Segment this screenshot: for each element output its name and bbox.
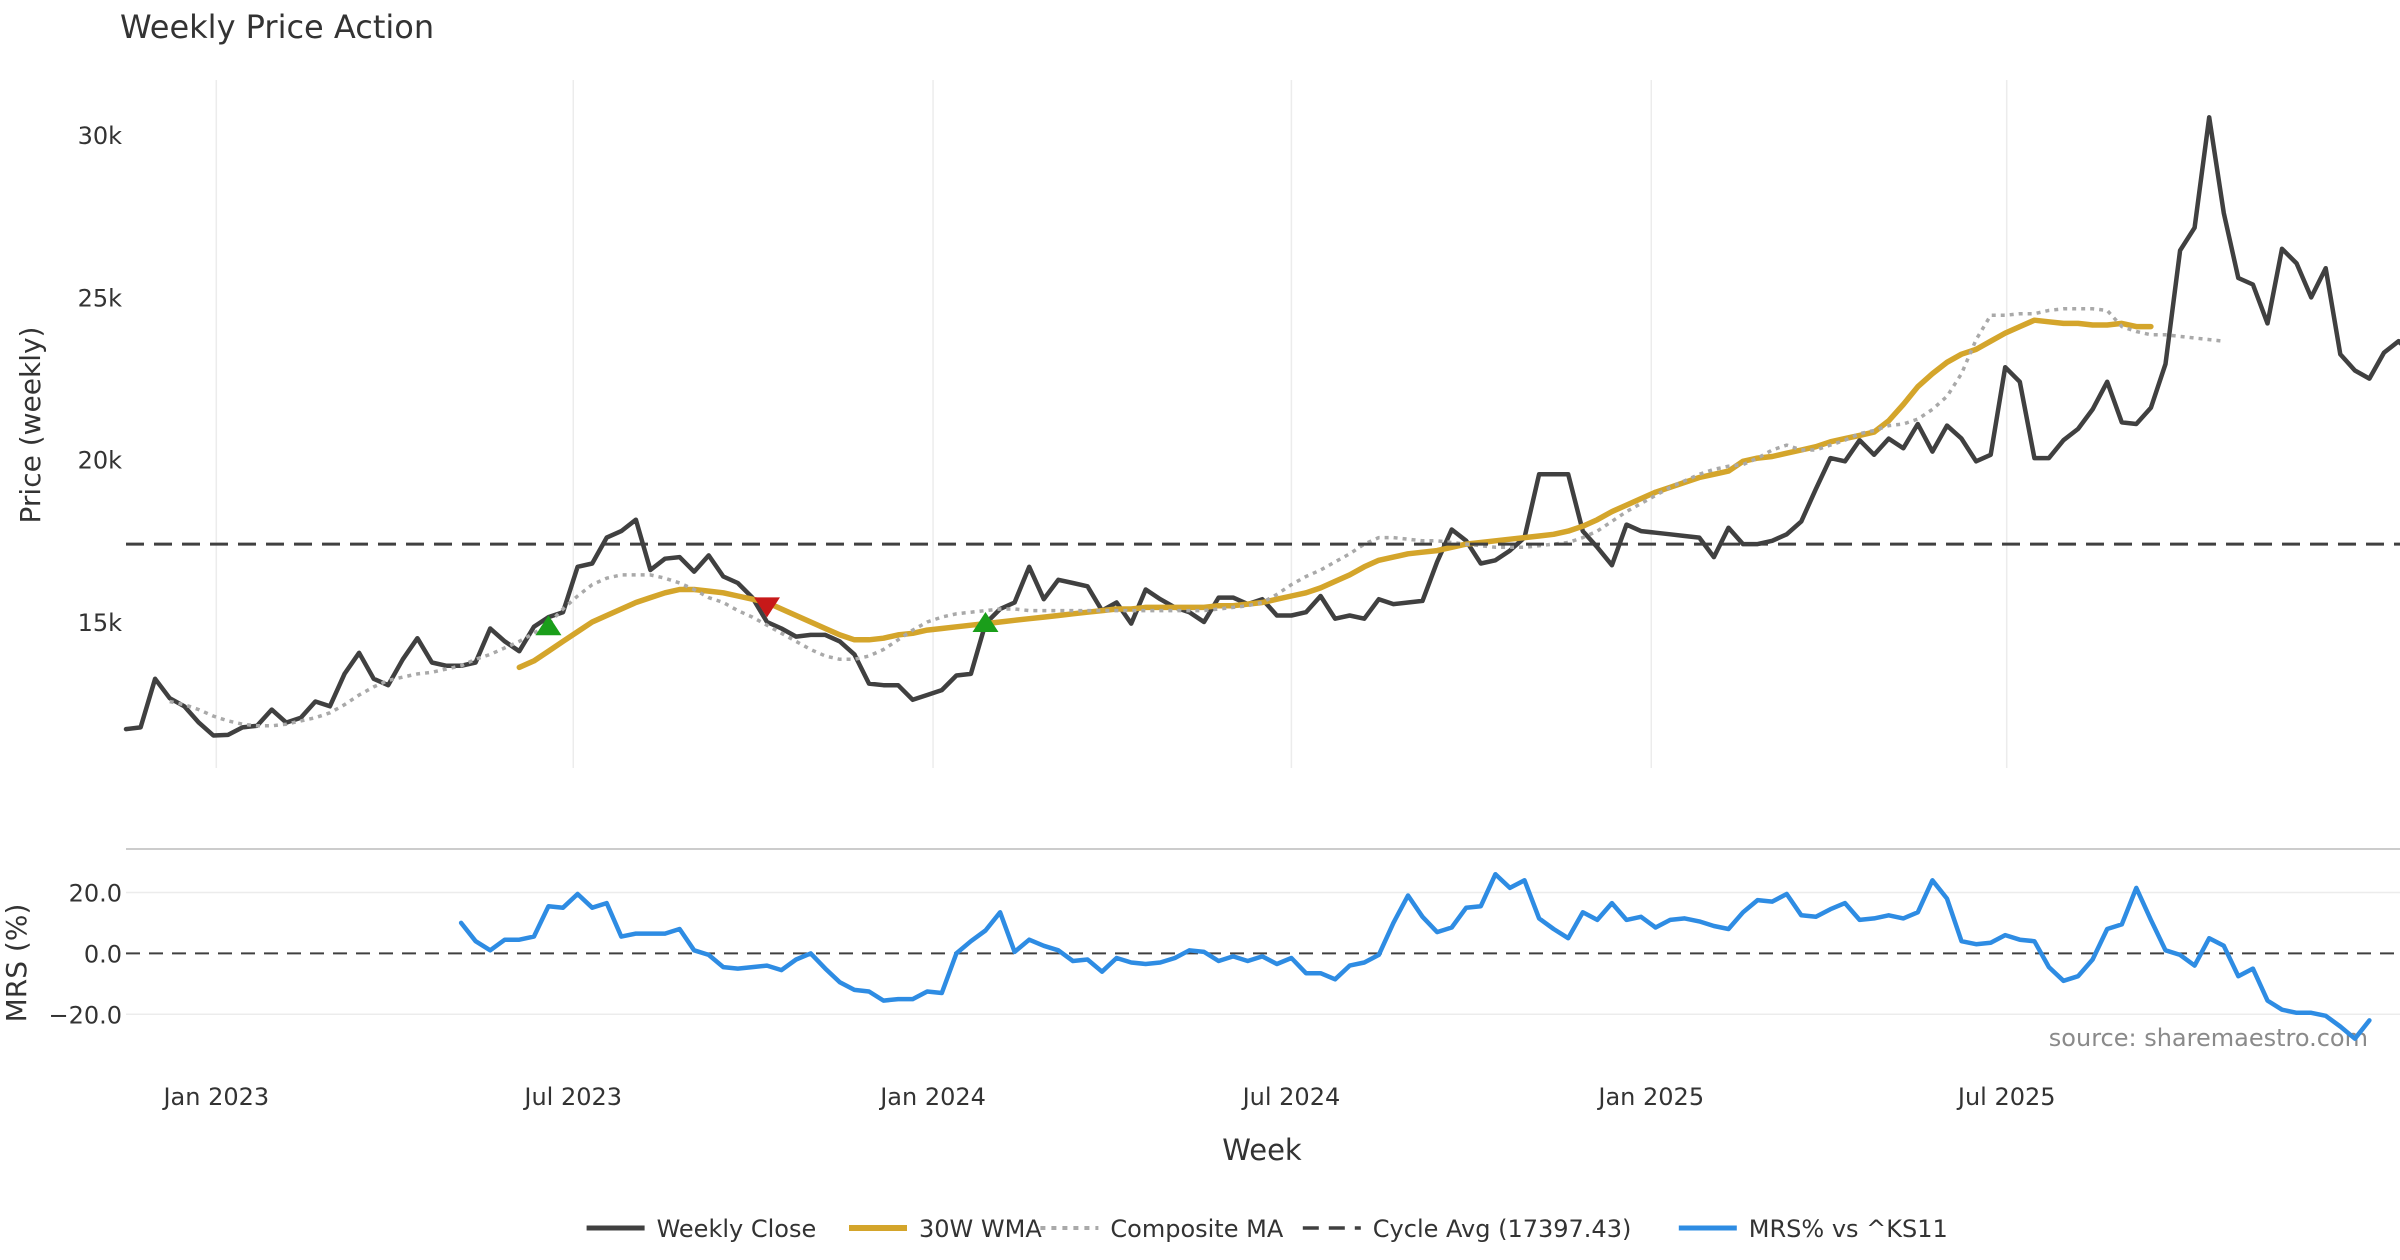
mrs-y-tick-label: −20.0 — [48, 1001, 122, 1029]
price-y-ticks: 15k 20k 25k 30k — [78, 122, 123, 637]
mrs-y-tick-label: 0.0 — [84, 940, 122, 968]
chart-title: Weekly Price Action — [120, 8, 434, 46]
x-axis-label: Week — [1222, 1133, 1302, 1167]
price-y-tick-label: 15k — [78, 609, 123, 637]
price-grid — [215, 80, 2008, 768]
buy-signal-marker — [972, 611, 999, 632]
legend-label: Composite MA — [1110, 1215, 1283, 1243]
x-tick-label: Jan 2025 — [1596, 1083, 1704, 1111]
mrs-grid — [126, 891, 2400, 1016]
price-y-tick-label: 30k — [78, 122, 123, 150]
legend-label: MRS% vs ^KS11 — [1749, 1215, 1948, 1243]
mrs-series — [458, 871, 2372, 1041]
price-series — [123, 115, 2400, 738]
x-tick-label: Jul 2023 — [522, 1083, 622, 1111]
legend: Weekly Close 30W WMA Composite MA Cycle Avg… — [586, 1215, 1948, 1243]
weekly-close-line — [123, 115, 2400, 738]
mrs-line — [458, 871, 2372, 1041]
mrs-y-ticks: 20.0 0.0 −20.0 — [48, 879, 122, 1029]
mrs-y-axis-label: MRS (%) — [0, 904, 33, 1023]
price-y-tick-label: 25k — [78, 284, 123, 312]
source-annotation: source: sharemaestro.com — [2049, 1024, 2368, 1052]
legend-label: Cycle Avg (17397.43) — [1373, 1215, 1632, 1243]
x-tick-label: Jul 2024 — [1241, 1083, 1341, 1111]
price-y-axis-label: Price (weekly) — [14, 327, 47, 524]
price-y-tick-label: 20k — [78, 447, 123, 475]
x-tick-label: Jan 2024 — [878, 1083, 986, 1111]
price-signals — [535, 597, 999, 636]
x-tick-label: Jul 2025 — [1956, 1083, 2056, 1111]
mrs-y-tick-label: 20.0 — [69, 879, 122, 907]
sell-signal-marker — [753, 597, 780, 618]
x-tick-label: Jan 2023 — [161, 1083, 269, 1111]
legend-label: Weekly Close — [657, 1215, 817, 1243]
composite-ma-line — [169, 307, 2224, 728]
x-ticks: Jan 2023 Jul 2023 Jan 2024 Jul 2024 Jan 2025… — [161, 1083, 2055, 1111]
legend-label: 30W WMA — [919, 1215, 1042, 1243]
buy-signal-marker — [535, 615, 562, 636]
